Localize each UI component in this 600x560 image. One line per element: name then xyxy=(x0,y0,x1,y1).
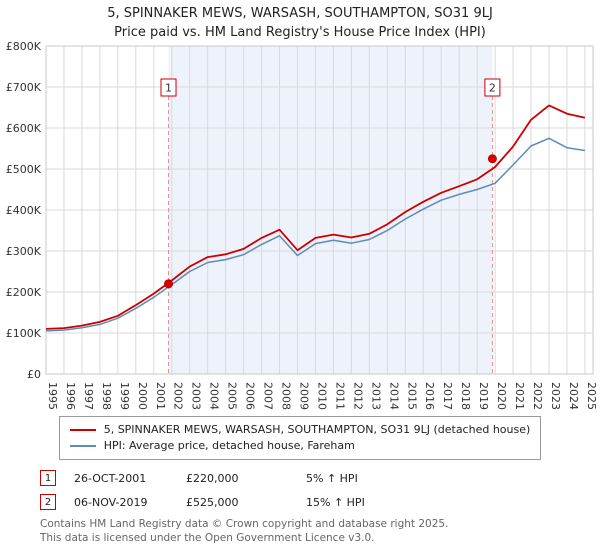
svg-text:2011: 2011 xyxy=(333,382,346,410)
svg-text:2001: 2001 xyxy=(154,382,167,410)
svg-text:2000: 2000 xyxy=(136,382,149,410)
footer-copyright-line1: Contains HM Land Registry data © Crown c… xyxy=(40,518,449,530)
annotation-date-1: 26-OCT-2001 xyxy=(74,471,147,485)
svg-text:2: 2 xyxy=(489,82,496,95)
svg-text:1998: 1998 xyxy=(100,382,113,410)
legend-box: 5, SPINNAKER MEWS, WARSASH, SOUTHAMPTON,… xyxy=(58,416,542,460)
svg-text:2009: 2009 xyxy=(297,382,310,410)
annotation-price-2: £525,000 xyxy=(186,495,239,509)
svg-text:2008: 2008 xyxy=(280,382,293,410)
svg-text:2024: 2024 xyxy=(567,382,580,410)
svg-text:2003: 2003 xyxy=(190,382,203,410)
hpi-line-swatch xyxy=(69,445,96,447)
legend-label-hpi: HPI: Average price, detached house, Fare… xyxy=(103,439,355,452)
svg-text:2014: 2014 xyxy=(387,382,400,410)
svg-text:2012: 2012 xyxy=(351,382,364,410)
svg-text:2017: 2017 xyxy=(441,382,454,410)
svg-text:£400K: £400K xyxy=(6,204,42,217)
footer-license: Contains HM Land Registry data © Crown c… xyxy=(40,518,600,545)
page-title: 5, SPINNAKER MEWS, WARSASH, SOUTHAMPTON,… xyxy=(107,6,493,21)
svg-text:2007: 2007 xyxy=(262,382,275,410)
svg-text:2022: 2022 xyxy=(531,382,544,410)
annotation-hpi-delta-1: 5% ↑ HPI xyxy=(306,471,358,485)
svg-text:2018: 2018 xyxy=(459,382,472,410)
svg-text:£500K: £500K xyxy=(6,163,42,176)
svg-text:2005: 2005 xyxy=(226,382,239,410)
svg-text:2025: 2025 xyxy=(585,382,598,410)
svg-text:2002: 2002 xyxy=(172,382,185,410)
svg-text:1999: 1999 xyxy=(118,382,131,410)
annotation-hpi-delta-2: 15% ↑ HPI xyxy=(306,495,365,509)
svg-text:2020: 2020 xyxy=(495,382,508,410)
legend-label-property: 5, SPINNAKER MEWS, WARSASH, SOUTHAMPTON,… xyxy=(103,423,531,436)
annotation-row-2: 2 06-NOV-2019 £525,000 15% ↑ HPI xyxy=(40,494,600,510)
legend-item-property[interactable]: 5, SPINNAKER MEWS, WARSASH, SOUTHAMPTON,… xyxy=(69,422,531,438)
svg-text:2013: 2013 xyxy=(369,382,382,410)
svg-text:2023: 2023 xyxy=(549,382,562,410)
legend-item-hpi[interactable]: HPI: Average price, detached house, Fare… xyxy=(69,438,531,454)
svg-text:2021: 2021 xyxy=(513,382,526,410)
chart-header: 5, SPINNAKER MEWS, WARSASH, SOUTHAMPTON,… xyxy=(0,0,600,40)
svg-text:£300K: £300K xyxy=(6,245,42,258)
price-chart[interactable]: £0 £100K £200K £300K £400K £500K £600K £700K £80… xyxy=(0,42,600,414)
svg-text:£600K: £600K xyxy=(6,122,42,135)
annotation-row-1: 1 26-OCT-2001 £220,000 5% ↑ HPI xyxy=(40,470,600,486)
svg-text:£200K: £200K xyxy=(6,286,42,299)
page-subtitle: Price paid vs. HM Land Registry's House … xyxy=(114,25,486,40)
footer-copyright-line2: This data is licensed under the Open Gov… xyxy=(40,531,375,544)
property-line-swatch xyxy=(69,429,96,431)
svg-text:1997: 1997 xyxy=(82,382,95,410)
annotation-num-badge-1: 1 xyxy=(40,470,56,486)
svg-text:1995: 1995 xyxy=(46,382,59,410)
svg-text:2016: 2016 xyxy=(423,382,436,410)
svg-text:2015: 2015 xyxy=(405,382,418,410)
svg-text:£100K: £100K xyxy=(6,327,42,340)
svg-text:1996: 1996 xyxy=(64,382,77,410)
svg-text:2010: 2010 xyxy=(315,382,328,410)
svg-text:2019: 2019 xyxy=(477,382,490,410)
svg-text:2004: 2004 xyxy=(208,382,221,410)
svg-text:£0: £0 xyxy=(27,368,41,381)
annotation-date-2: 06-NOV-2019 xyxy=(74,495,148,509)
svg-text:1: 1 xyxy=(165,82,172,95)
svg-text:£800K: £800K xyxy=(6,42,42,53)
annotation-price-1: £220,000 xyxy=(186,471,239,485)
sale-annotations: 1 26-OCT-2001 £220,000 5% ↑ HPI 2 06-NOV… xyxy=(40,470,600,510)
svg-text:£700K: £700K xyxy=(6,81,42,94)
annotation-num-badge-2: 2 xyxy=(40,494,56,510)
svg-text:2006: 2006 xyxy=(244,382,257,410)
